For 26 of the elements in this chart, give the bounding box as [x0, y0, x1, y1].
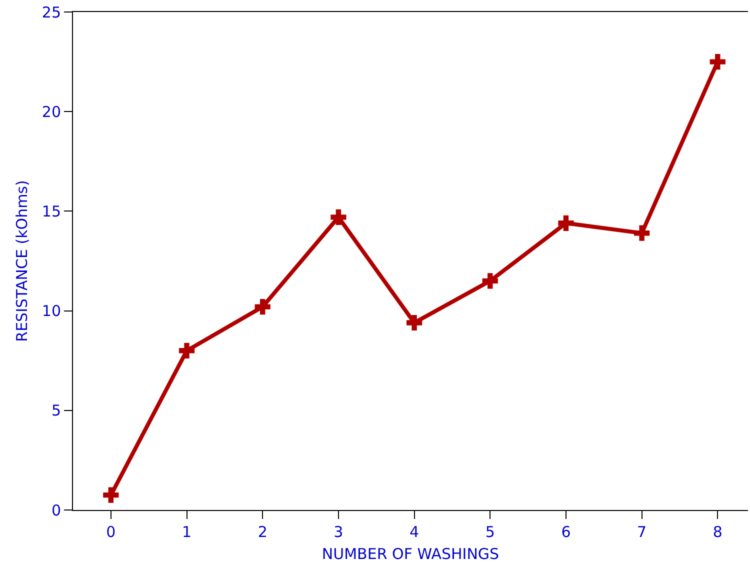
- x-tick-label: 3: [334, 523, 344, 541]
- y-tick-label: 25: [42, 3, 61, 22]
- x-tick-label: 5: [485, 523, 495, 541]
- point: [330, 209, 346, 225]
- x-tick-label: 6: [561, 523, 571, 541]
- x-tick-label: 0: [106, 523, 116, 541]
- point: [178, 342, 195, 358]
- point: [406, 314, 422, 331]
- point: [103, 487, 119, 503]
- y-tick-label: 0: [51, 501, 61, 520]
- x-axis-title: NUMBER OF WASHINGS: [322, 545, 500, 563]
- y-axis-title: RESISTANCE (kOhms): [13, 180, 32, 342]
- x-tick-label: 8: [712, 523, 722, 541]
- point: [558, 215, 574, 231]
- x-tick-label: 4: [410, 523, 420, 541]
- x-tick-label: 1: [182, 523, 192, 541]
- point: [710, 54, 726, 70]
- point: [634, 225, 650, 241]
- x-tick-label: 7: [637, 523, 647, 541]
- x-tick-label: 2: [258, 523, 268, 541]
- y-tick-label: 5: [51, 402, 61, 420]
- point: [482, 273, 498, 289]
- y-tick-label: 10: [42, 302, 61, 320]
- y-tick-label: 15: [42, 202, 61, 220]
- point: [254, 299, 270, 315]
- y-tick-label: 20: [42, 102, 61, 121]
